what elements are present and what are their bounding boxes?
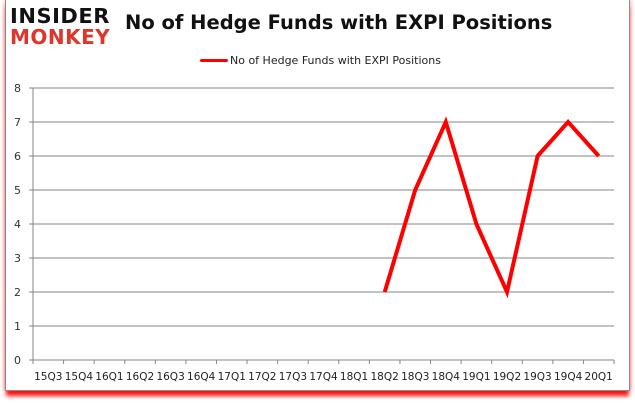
y-tick-label: 8 [14,82,21,95]
x-tick-label: 17Q1 [218,371,246,383]
x-tick-label: 19Q4 [554,371,583,383]
x-tick-label: 18Q2 [371,371,399,383]
logo-line-insider: INSIDER [10,4,110,28]
x-tick-label: 16Q2 [126,371,154,383]
y-axis: 0 1 2 3 4 5 6 7 8 [14,82,34,367]
x-tick-label: 16Q1 [95,371,123,383]
x-tick-label: 15Q3 [34,371,62,383]
x-tick-label: 18Q4 [432,371,461,383]
y-tick-label: 4 [14,218,21,231]
y-tick-label: 0 [14,354,21,367]
insider-monkey-logo: INSIDER MONKEY [10,6,115,47]
x-tick-label: 19Q3 [523,371,551,383]
series-line-hedge-funds [382,116,601,299]
gridlines [33,87,614,327]
y-tick-label: 6 [14,150,21,163]
y-tick-label: 7 [14,116,21,129]
x-tick-label: 19Q2 [493,371,521,383]
x-tick-label: 15Q4 [65,371,94,383]
y-tick-label: 1 [14,320,21,333]
chart-title: No of Hedge Funds with EXPI Positions [125,11,553,34]
x-tick-label: 19Q1 [462,371,490,383]
y-tick-label: 3 [14,252,21,265]
logo-line-monkey: MONKEY [10,25,111,49]
x-tick-label: 18Q3 [401,371,429,383]
y-tick-label: 5 [14,184,21,197]
x-tick-label: 16Q3 [156,371,184,383]
x-tick-label: 20Q1 [585,371,613,383]
x-tick-label: 17Q4 [309,371,338,383]
x-tick-label: 17Q3 [279,371,307,383]
y-tick-label: 2 [14,286,21,299]
x-tick-label: 18Q1 [340,371,368,383]
chart-legend: No of Hedge Funds with EXPI Positions [200,54,441,67]
x-axis: 15Q3 15Q4 16Q1 16Q2 16Q3 16Q4 17Q1 17Q2 17Q3 17Q4… [32,359,615,383]
legend-label: No of Hedge Funds with EXPI Positions [230,54,441,67]
x-tick-label: 16Q4 [187,371,216,383]
legend-line-swatch-icon [200,59,228,62]
x-tick-label: 17Q2 [248,371,276,383]
